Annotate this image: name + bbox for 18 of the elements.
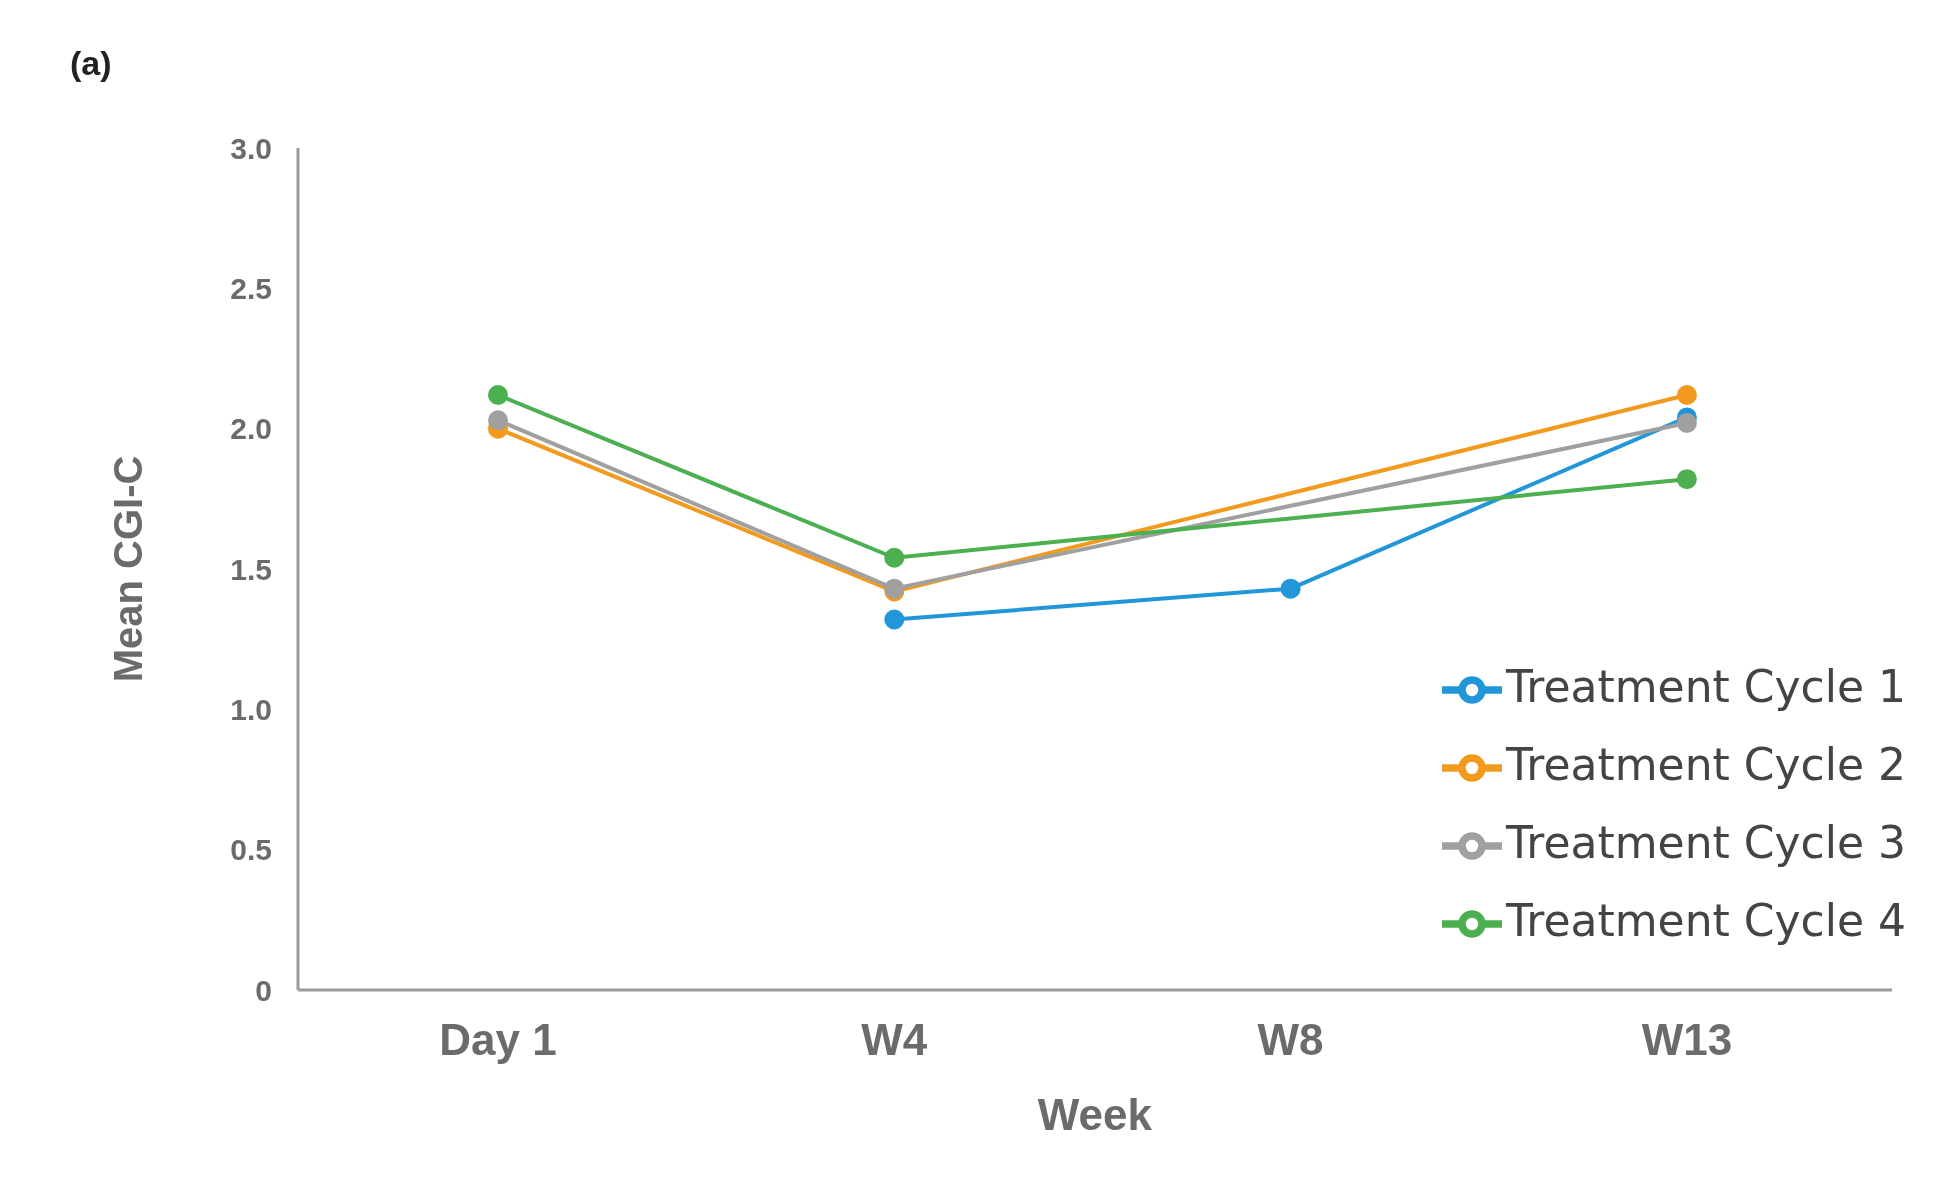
x-tick-label: Day 1 [439, 1015, 557, 1065]
x-axis-title: Week [1037, 1090, 1153, 1139]
y-tick-label: 2.0 [230, 412, 272, 446]
y-tick-label: 3.0 [230, 131, 272, 165]
y-tick-label: 0 [255, 973, 272, 1007]
legend-label: Treatment Cycle 2 [1505, 739, 1906, 790]
legend-label: Treatment Cycle 3 [1505, 817, 1906, 868]
y-tick-label: 0.5 [230, 833, 272, 867]
x-tick-label: W8 [1257, 1015, 1324, 1065]
y-axis-title: Mean CGI-C [106, 455, 151, 683]
x-tick-label: W13 [1641, 1015, 1733, 1065]
y-tick-label: 1.0 [230, 692, 272, 726]
chart-title: (a) [70, 44, 112, 83]
legend-label: Treatment Cycle 4 [1505, 895, 1906, 946]
y-tick-label: 1.5 [230, 552, 272, 586]
y-tick-label: 2.5 [230, 271, 272, 305]
x-tick-label: W4 [861, 1015, 928, 1065]
legend-label: Treatment Cycle 1 [1505, 661, 1906, 712]
